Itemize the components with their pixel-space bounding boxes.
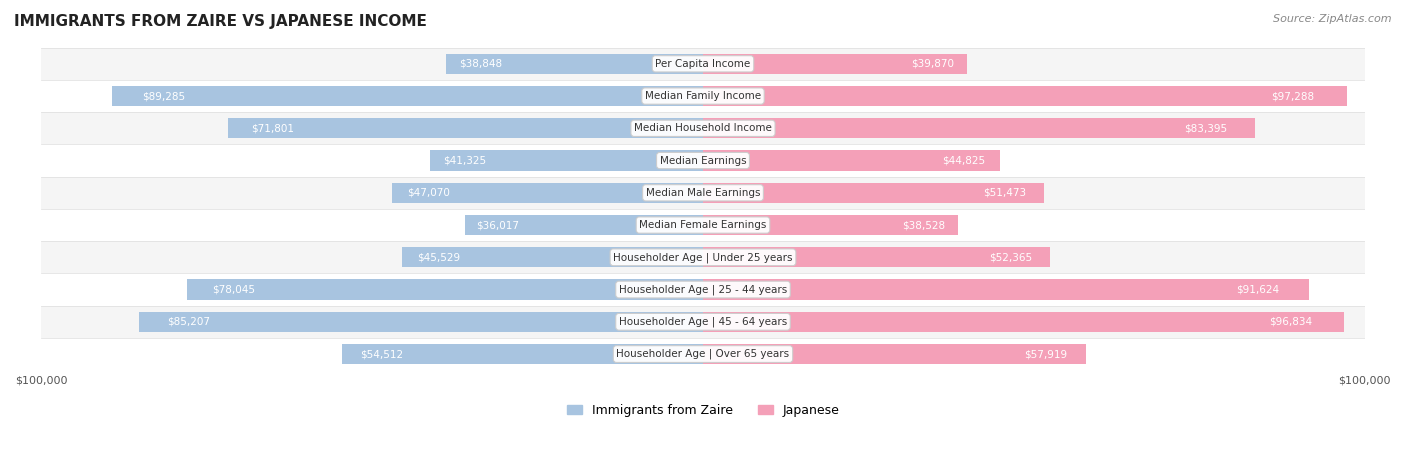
Bar xyxy=(703,54,967,74)
Text: Householder Age | Under 25 years: Householder Age | Under 25 years xyxy=(613,252,793,262)
Text: $85,207: $85,207 xyxy=(167,317,211,327)
Text: Per Capita Income: Per Capita Income xyxy=(655,59,751,69)
Legend: Immigrants from Zaire, Japanese: Immigrants from Zaire, Japanese xyxy=(561,399,845,422)
Bar xyxy=(139,311,703,332)
Bar xyxy=(703,215,957,235)
Text: Householder Age | 45 - 64 years: Householder Age | 45 - 64 years xyxy=(619,317,787,327)
Text: $97,288: $97,288 xyxy=(1271,91,1315,101)
Bar xyxy=(41,306,1365,338)
Bar xyxy=(112,86,703,106)
Text: $54,512: $54,512 xyxy=(360,349,404,359)
Bar xyxy=(391,183,703,203)
Text: $57,919: $57,919 xyxy=(1024,349,1067,359)
Text: IMMIGRANTS FROM ZAIRE VS JAPANESE INCOME: IMMIGRANTS FROM ZAIRE VS JAPANESE INCOME xyxy=(14,14,427,29)
Text: $38,848: $38,848 xyxy=(458,59,502,69)
Bar xyxy=(703,183,1043,203)
Bar xyxy=(41,338,1365,370)
Text: $39,870: $39,870 xyxy=(911,59,953,69)
Text: $38,528: $38,528 xyxy=(903,220,945,230)
Text: Median Family Income: Median Family Income xyxy=(645,91,761,101)
Bar xyxy=(703,344,1087,364)
Text: $45,529: $45,529 xyxy=(416,252,460,262)
Bar xyxy=(446,54,703,74)
Text: $91,624: $91,624 xyxy=(1236,284,1279,295)
Bar xyxy=(429,150,703,171)
Text: $47,070: $47,070 xyxy=(408,188,450,198)
Bar xyxy=(41,112,1365,144)
Bar xyxy=(703,311,1344,332)
Text: $41,325: $41,325 xyxy=(443,156,486,166)
Text: $83,395: $83,395 xyxy=(1184,123,1227,133)
Bar xyxy=(41,274,1365,306)
Text: Median Female Earnings: Median Female Earnings xyxy=(640,220,766,230)
Text: $89,285: $89,285 xyxy=(142,91,184,101)
Bar xyxy=(703,86,1347,106)
Bar xyxy=(228,118,703,139)
Bar xyxy=(703,118,1256,139)
Bar xyxy=(464,215,703,235)
Bar xyxy=(703,247,1049,268)
Bar xyxy=(187,279,703,300)
Text: Median Male Earnings: Median Male Earnings xyxy=(645,188,761,198)
Text: $44,825: $44,825 xyxy=(942,156,984,166)
Bar xyxy=(402,247,703,268)
Text: Householder Age | Over 65 years: Householder Age | Over 65 years xyxy=(616,349,790,359)
Text: $78,045: $78,045 xyxy=(212,284,256,295)
Bar xyxy=(41,80,1365,112)
Bar xyxy=(342,344,703,364)
Bar xyxy=(41,48,1365,80)
Bar xyxy=(41,177,1365,209)
Text: Median Household Income: Median Household Income xyxy=(634,123,772,133)
Bar xyxy=(703,150,1000,171)
Bar xyxy=(41,209,1365,241)
Text: Median Earnings: Median Earnings xyxy=(659,156,747,166)
Text: $71,801: $71,801 xyxy=(252,123,295,133)
Text: $52,365: $52,365 xyxy=(988,252,1032,262)
Text: $36,017: $36,017 xyxy=(477,220,520,230)
Text: $51,473: $51,473 xyxy=(983,188,1026,198)
Text: Source: ZipAtlas.com: Source: ZipAtlas.com xyxy=(1274,14,1392,24)
Bar xyxy=(41,241,1365,274)
Bar xyxy=(41,144,1365,177)
Bar xyxy=(703,279,1309,300)
Text: Householder Age | 25 - 44 years: Householder Age | 25 - 44 years xyxy=(619,284,787,295)
Text: $96,834: $96,834 xyxy=(1268,317,1312,327)
